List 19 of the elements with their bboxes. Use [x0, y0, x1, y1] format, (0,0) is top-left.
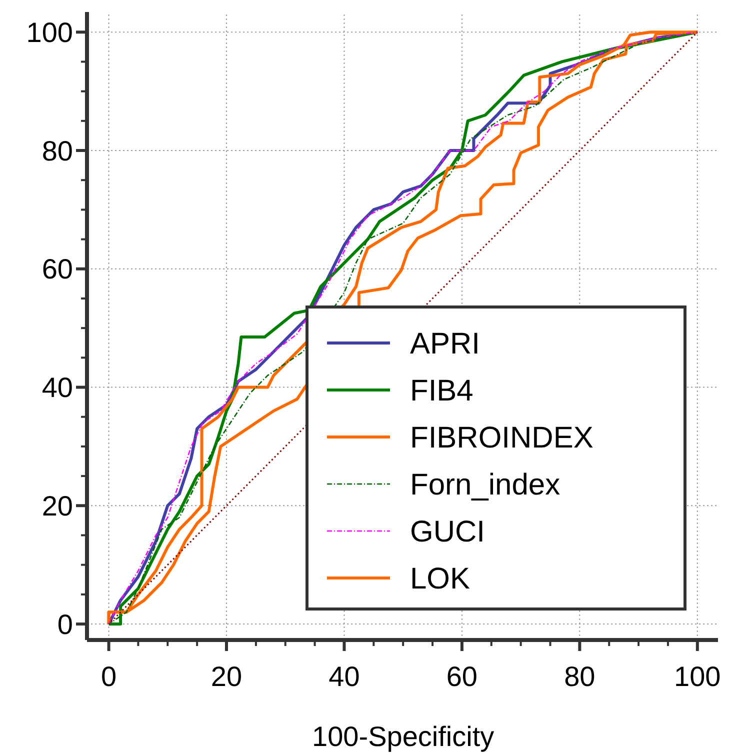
y-tick-label: 0 — [57, 608, 73, 640]
y-tick-label: 20 — [42, 490, 73, 522]
legend-label: GUCI — [410, 516, 485, 548]
x-tick-label: 100 — [674, 661, 721, 692]
y-tick-label: 80 — [42, 135, 73, 166]
legend-label: APRI — [410, 328, 480, 360]
legend-label: FIB4 — [410, 374, 474, 408]
y-tick-label: 40 — [42, 372, 73, 404]
x-axis-title: 100-Specificity — [312, 721, 494, 752]
y-tick-label: 100 — [26, 16, 73, 48]
legend-label: Forn_index — [410, 468, 560, 502]
x-tick-label: 80 — [564, 661, 596, 692]
y-tick-label: 60 — [42, 254, 73, 285]
x-tick-label: 0 — [100, 661, 117, 692]
x-tick-label: 60 — [446, 661, 478, 692]
legend-label: LOK — [410, 562, 470, 596]
legend-label: FIBROINDEX — [410, 422, 594, 454]
x-tick-label: 40 — [328, 661, 360, 692]
x-tick-label: 20 — [210, 661, 242, 692]
